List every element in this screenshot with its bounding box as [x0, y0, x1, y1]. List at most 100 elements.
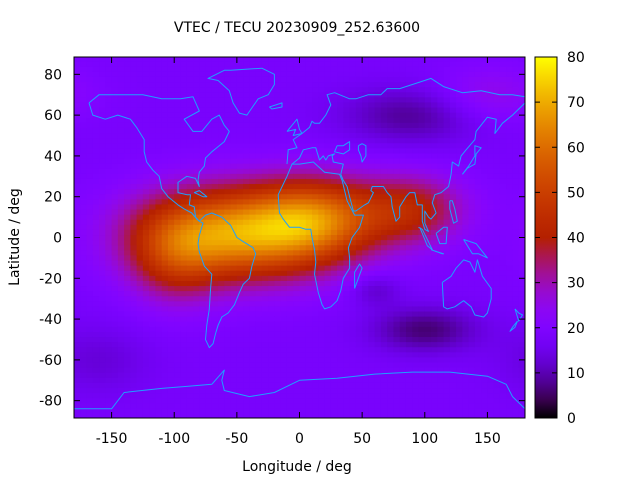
heatmap-cell — [199, 310, 207, 317]
heatmap-cell — [368, 101, 376, 108]
heatmap-cell — [80, 392, 88, 399]
heatmap-cell — [186, 71, 194, 77]
heatmap-cell — [230, 203, 238, 210]
heatmap-cell — [337, 392, 344, 399]
heatmap-cell — [405, 387, 413, 394]
heatmap-cell — [399, 122, 407, 128]
heatmap-cell — [380, 106, 388, 113]
heatmap-cell — [230, 127, 238, 134]
heatmap-cell — [211, 214, 219, 220]
heatmap-cell — [86, 259, 94, 266]
heatmap-cell — [136, 173, 144, 179]
heatmap-cell — [418, 224, 426, 230]
heatmap-cell — [130, 310, 138, 317]
heatmap-cell — [349, 346, 357, 353]
heatmap-cell — [236, 280, 244, 287]
heatmap-cell — [174, 224, 182, 230]
heatmap-cell — [86, 290, 94, 297]
heatmap-cell — [211, 188, 219, 195]
heatmap-cell — [330, 214, 338, 220]
heatmap-cell — [449, 101, 457, 108]
heatmap-cell — [249, 275, 257, 281]
heatmap-cell — [343, 219, 351, 225]
heatmap-cell — [337, 265, 344, 271]
heatmap-cell — [261, 331, 269, 338]
heatmap-cell — [299, 183, 307, 190]
heatmap-cell — [443, 285, 451, 292]
heatmap-cell — [418, 387, 426, 394]
heatmap-cell — [261, 147, 269, 154]
heatmap-cell — [286, 183, 294, 190]
heatmap-cell — [199, 157, 207, 164]
heatmap-cell — [130, 71, 138, 77]
heatmap-cell — [418, 249, 426, 256]
heatmap-cell — [456, 147, 463, 154]
heatmap-cell — [431, 310, 438, 317]
heatmap-cell — [124, 392, 131, 399]
heatmap-cell — [124, 356, 131, 363]
heatmap-cell — [493, 224, 501, 230]
heatmap-cell — [180, 178, 188, 185]
heatmap-cell — [399, 239, 407, 246]
heatmap-cell — [218, 203, 225, 210]
heatmap-cell — [368, 66, 376, 72]
heatmap-cell — [161, 229, 169, 236]
heatmap-cell — [493, 412, 501, 418]
heatmap-cell — [374, 382, 382, 389]
heatmap-cell — [74, 377, 81, 383]
heatmap-cell — [105, 234, 113, 241]
heatmap-cell — [105, 214, 113, 220]
heatmap-cell — [305, 285, 313, 292]
heatmap-cell — [199, 346, 207, 353]
heatmap-cell — [161, 157, 169, 164]
heatmap-cell — [456, 198, 463, 205]
heatmap-cell — [324, 351, 332, 358]
heatmap-cell — [130, 57, 138, 62]
heatmap-cell — [355, 305, 363, 312]
heatmap-cell — [393, 193, 401, 200]
heatmap-cell — [387, 208, 395, 215]
heatmap-cell — [456, 122, 463, 128]
heatmap-cell — [142, 295, 150, 302]
heatmap-cell — [468, 173, 476, 179]
heatmap-cell — [130, 203, 138, 210]
heatmap-cell — [136, 157, 144, 164]
heatmap-cell — [343, 310, 351, 317]
heatmap-cell — [218, 132, 225, 139]
heatmap-cell — [211, 234, 219, 241]
heatmap-cell — [136, 336, 144, 343]
heatmap-cell — [167, 407, 175, 414]
heatmap-cell — [142, 412, 150, 418]
heatmap-cell — [387, 275, 395, 281]
heatmap-cell — [380, 76, 388, 83]
heatmap-cell — [249, 341, 257, 348]
heatmap-cell — [481, 280, 489, 287]
heatmap-cell — [462, 219, 470, 225]
heatmap-cell — [349, 254, 357, 261]
heatmap-cell — [80, 305, 88, 312]
heatmap-cell — [437, 361, 445, 368]
heatmap-cell — [274, 81, 282, 88]
heatmap-cell — [443, 321, 451, 327]
heatmap-cell — [92, 122, 100, 128]
heatmap-cell — [155, 356, 163, 363]
heatmap-cell — [512, 346, 520, 353]
heatmap-cell — [380, 117, 388, 123]
heatmap-cell — [130, 372, 138, 378]
heatmap-cell — [249, 321, 257, 327]
heatmap-cell — [174, 71, 182, 77]
heatmap-cell — [142, 361, 150, 368]
heatmap-cell — [92, 66, 100, 72]
heatmap-cell — [136, 163, 144, 169]
heatmap-cell — [286, 265, 294, 271]
heatmap-cell — [99, 178, 106, 185]
heatmap-cell — [481, 137, 489, 144]
heatmap-cell — [431, 377, 438, 383]
heatmap-cell — [230, 356, 238, 363]
heatmap-cell — [449, 81, 457, 88]
heatmap-cell — [80, 351, 88, 358]
heatmap-cell — [399, 117, 407, 123]
heatmap-cell — [330, 377, 338, 383]
heatmap-cell — [456, 402, 463, 409]
heatmap-cell — [142, 402, 150, 409]
